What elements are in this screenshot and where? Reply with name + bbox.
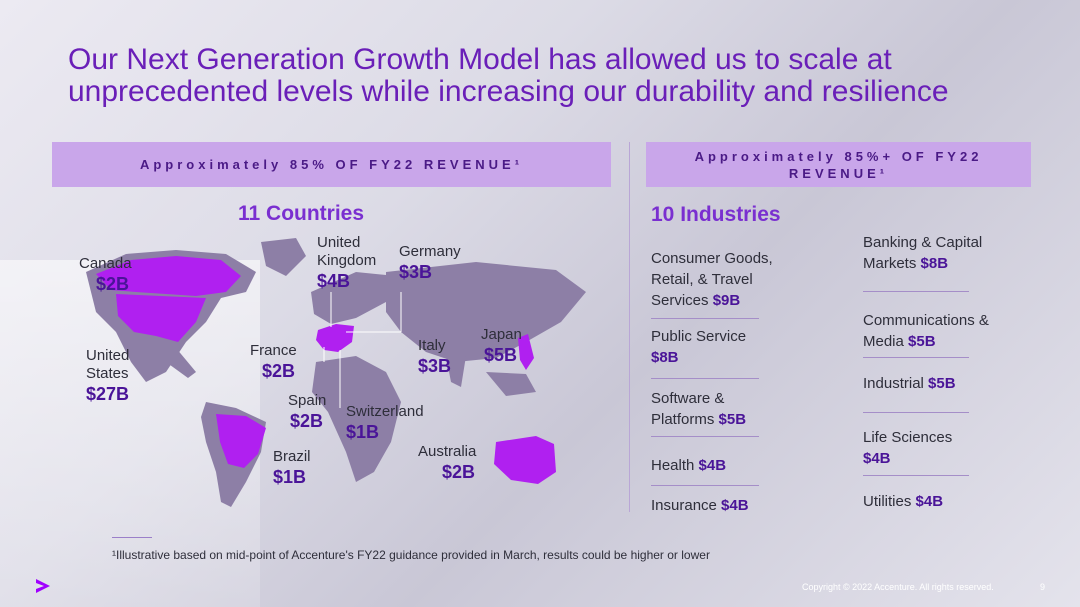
country-value: $3B [418,356,452,376]
country-value: $2B [290,411,324,431]
country-brazil: Brazil $1B [273,448,311,488]
country-value: $2B [442,462,476,482]
industry-separator [863,412,969,413]
country-switzerland: Switzerland $1B [346,403,424,443]
country-japan: Japan $5B [481,326,522,366]
map-australia [494,436,556,484]
country-name: Brazil [273,448,311,465]
industry-consumer-goods: Consumer Goods, Retail, & Travel Service… [651,248,801,311]
industry-value: $4B [863,450,891,467]
country-value: $1B [346,422,380,442]
country-name: Spain [288,392,327,409]
industry-value: $5B [928,375,956,392]
world-map [56,232,608,514]
footnote-rule [112,537,152,538]
industry-value: $4B [721,497,749,514]
map-southeast-asia [486,372,536,396]
map-japan [518,334,534,370]
country-name: Italy [418,337,446,354]
industry-health: Health $4B [651,455,726,476]
map-india [446,356,466,387]
country-france: France $2B [250,342,297,382]
industry-life-sciences: Life Sciences $4B [863,427,973,469]
country-name: Japan [481,326,522,343]
industry-name: Consumer Goods, Retail, & Travel Service… [651,250,773,309]
copyright: Copyright © 2022 Accenture. All rights r… [802,582,994,592]
industry-insurance: Insurance $4B [651,495,749,516]
country-united-states: United States $27B [86,347,146,405]
map-europe-highlight [316,324,354,352]
industry-value: $9B [712,292,741,309]
industry-name: Utilities [863,493,912,510]
industry-separator [651,436,759,437]
industry-utilities: Utilities $4B [863,491,943,512]
title-line-1: Our Next Generation Growth Model has all… [68,43,892,76]
industry-name: Public Service [651,328,747,345]
industry-name: Industrial [863,375,924,392]
map-greenland [261,238,306,276]
map-central-america [156,344,196,378]
industry-public-service: Public Service $8B [651,326,771,368]
industries-heading: 10 Industries [651,203,781,226]
country-australia: Australia $2B [418,443,476,483]
industry-name: Communications & Media [863,312,989,350]
industry-industrial: Industrial $5B [863,373,956,394]
map-asia [386,262,586,362]
industry-name: Life Sciences [863,429,953,446]
country-italy: Italy $3B [418,337,451,377]
industry-name: Banking & Capital Markets [863,234,983,272]
industry-name: Health [651,457,695,474]
industry-separator [651,378,759,379]
country-name: United States [86,347,130,382]
industry-value: $5B [718,411,747,428]
country-value: $2B [262,361,296,381]
industry-communications: Communications & Media $5B [863,310,1003,352]
industry-separator [863,291,969,292]
industry-value: $4B [915,493,944,510]
country-value: $2B [96,274,130,294]
country-value: $1B [273,467,307,487]
industry-separator [651,485,759,486]
industry-name: Software & Platforms [651,390,725,428]
country-united-kingdom: United Kingdom $4B [317,234,397,292]
map-europe [311,272,396,324]
country-spain: Spain $2B [288,392,326,432]
industry-separator [863,357,969,358]
country-name: Canada [79,255,132,272]
country-value: $4B [317,271,351,291]
countries-heading: 11 Countries [238,202,365,225]
country-name: Germany [399,243,461,260]
accenture-arrow-icon [36,579,50,593]
map-brazil [216,414,266,468]
country-germany: Germany $3B [399,243,461,283]
page-number: 9 [1040,582,1046,592]
country-name: Switzerland [346,403,424,420]
country-name: United Kingdom [317,234,377,269]
countries-banner: Approximately 85% OF FY22 REVENUE¹ [52,142,611,187]
map-united-states [116,294,206,342]
country-value: $5B [484,345,518,365]
industry-separator [651,318,759,319]
country-value: $3B [399,262,433,282]
country-name: France [250,342,297,359]
section-divider [629,142,630,512]
country-name: Australia [418,443,477,460]
industry-value: $8B [920,255,949,272]
industry-banking: Banking & Capital Markets $8B [863,232,1003,274]
industry-value: $8B [651,349,679,366]
country-canada: Canada $2B [79,255,132,295]
industry-value: $5B [908,333,936,350]
world-map-graphic [86,238,586,507]
footnote: ¹Illustrative based on mid-point of Acce… [112,548,710,562]
industry-software-platforms: Software & Platforms $5B [651,388,761,430]
industry-separator [863,475,969,476]
map-canada [96,256,241,296]
page-title: Our Next Generation Growth Model has all… [68,44,1058,108]
industry-value: $4B [698,457,727,474]
map-africa [312,356,401,482]
industry-name: Insurance [651,497,717,514]
title-line-2: unprecedented levels while increasing ou… [68,75,949,108]
country-value: $27B [86,384,130,404]
industries-banner: Approximately 85%+ OF FY22 REVENUE¹ [646,142,1031,187]
